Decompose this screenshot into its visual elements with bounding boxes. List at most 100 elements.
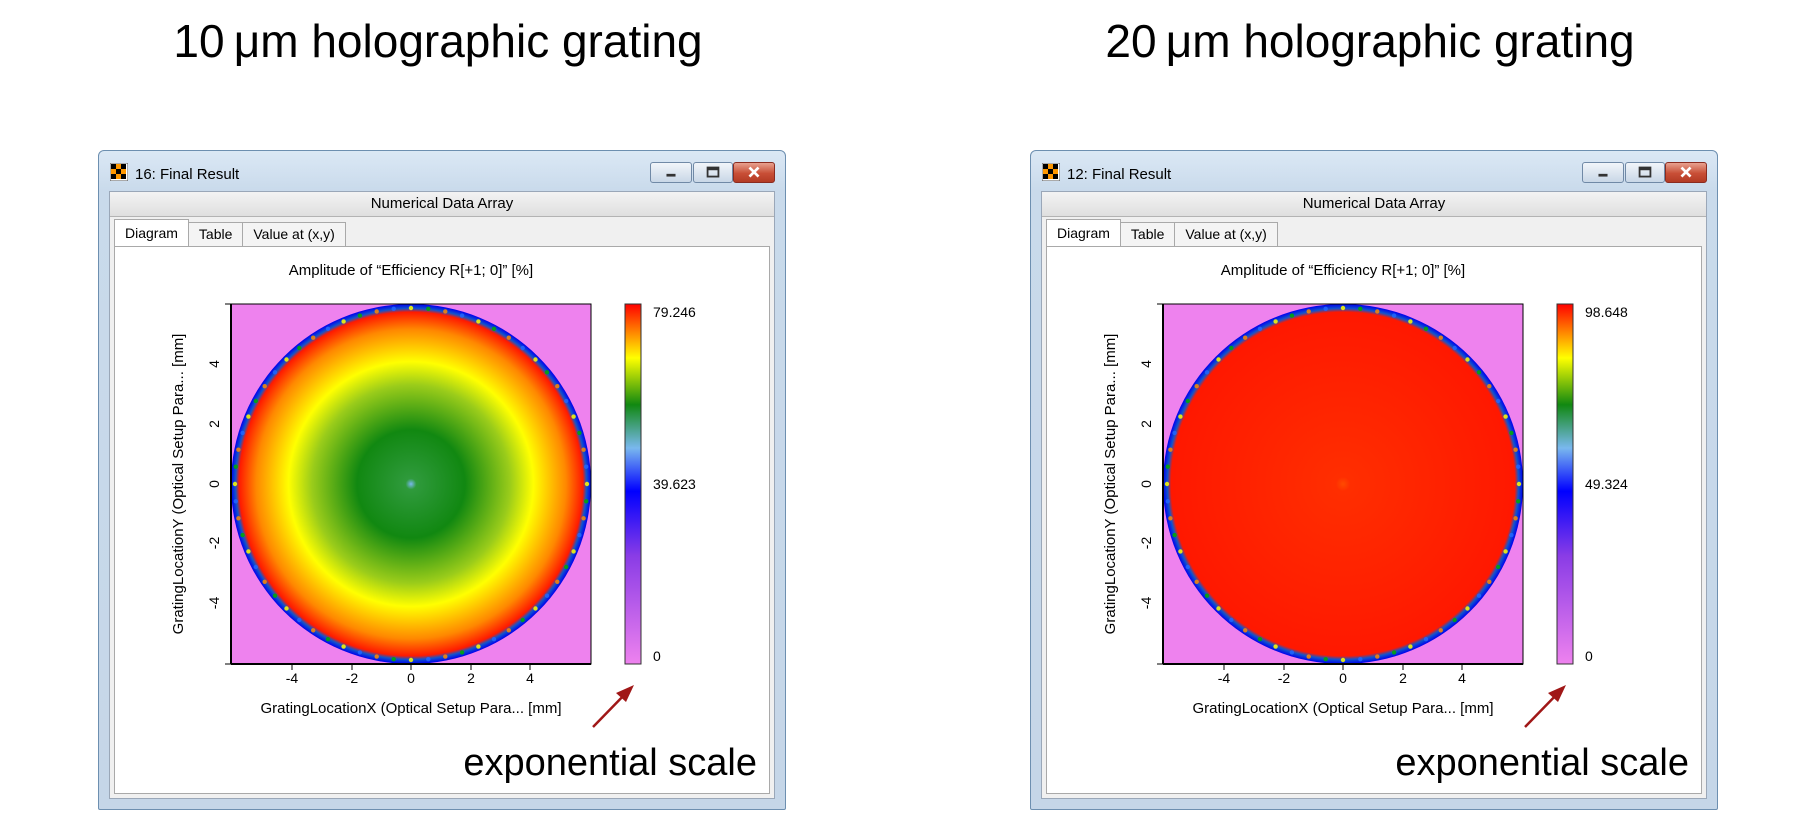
rim-ripple bbox=[1306, 309, 1311, 314]
rim-ripple bbox=[1391, 313, 1397, 318]
y-tick-label: -2 bbox=[1138, 537, 1154, 550]
final-result-app-icon bbox=[1042, 163, 1060, 181]
x-axis-right: -4 -2 0 2 4 GratingLocationX (Optical Se… bbox=[1163, 663, 1523, 717]
rim-ripple bbox=[1168, 447, 1173, 452]
rim-ripple bbox=[476, 644, 481, 649]
arrowhead-right bbox=[1548, 685, 1566, 702]
rim-ripple bbox=[476, 319, 481, 324]
rim-ripple bbox=[571, 414, 576, 419]
tab-table-left[interactable]: Table bbox=[187, 222, 244, 246]
rim-ripple bbox=[1423, 637, 1429, 642]
tab-value-at-right[interactable]: Value at (x,y) bbox=[1174, 222, 1278, 246]
y-axis-label: GratingLocationY (Optical Setup Para... … bbox=[1102, 334, 1119, 635]
x-axis-label: GratingLocationX (Optical Setup Para... … bbox=[261, 700, 562, 717]
tab-diagram-left[interactable]: Diagram bbox=[114, 219, 189, 246]
maximize-button-right[interactable] bbox=[1625, 162, 1665, 183]
rim-ripple bbox=[1509, 430, 1514, 436]
x-axis-left: -4 -2 0 2 4 GratingLocationX (Optical Se… bbox=[231, 663, 591, 717]
window-title-right: 12: Final Result bbox=[1067, 166, 1172, 183]
rim-ripple bbox=[246, 414, 251, 419]
rim-ripple bbox=[284, 606, 289, 611]
rim-ripple bbox=[520, 617, 525, 623]
tab-value-at-left[interactable]: Value at (x,y) bbox=[242, 222, 346, 246]
diagram-left: Amplitude of “Efficiency R[+1; 0]” [%] -… bbox=[170, 262, 696, 728]
rim-ripple bbox=[1323, 306, 1328, 311]
rim-ripple bbox=[1408, 319, 1413, 324]
rim-ripple bbox=[1452, 617, 1457, 623]
rim-ripple bbox=[1358, 657, 1363, 662]
colorbar-min-label: 0 bbox=[653, 648, 661, 664]
rim-ripple bbox=[1172, 532, 1177, 538]
maximize-button-left[interactable] bbox=[693, 162, 733, 183]
titlebar-left[interactable]: 16: Final Result bbox=[99, 151, 785, 183]
rim-ripple bbox=[236, 516, 241, 521]
rim-ripple bbox=[1452, 345, 1457, 351]
rim-ripple bbox=[246, 549, 251, 554]
rim-ripple bbox=[1375, 309, 1380, 314]
rim-ripple bbox=[584, 481, 590, 487]
colorbar-mid-label: 39.623 bbox=[653, 476, 696, 492]
diagram-right: Amplitude of “Efficiency R[+1; 0]” [%] -… bbox=[1102, 262, 1628, 728]
close-button-left[interactable] bbox=[733, 162, 775, 183]
x-tick-label: 2 bbox=[1399, 670, 1407, 686]
window-right: 12: Final Result Numerical Data Array Di… bbox=[1030, 150, 1718, 810]
x-tick-label: -4 bbox=[286, 670, 299, 686]
rim-ripple bbox=[533, 606, 538, 611]
minimize-button-left[interactable] bbox=[650, 162, 692, 183]
y-tick-label: 2 bbox=[1138, 420, 1154, 428]
rim-ripple bbox=[233, 464, 238, 469]
x-tick-label: 4 bbox=[526, 670, 534, 686]
rim-ripple bbox=[1513, 516, 1518, 521]
rim-ripple bbox=[1165, 464, 1170, 469]
rim-ripple bbox=[1194, 384, 1199, 389]
x-tick-label: 4 bbox=[1458, 670, 1466, 686]
rim-ripple bbox=[1391, 650, 1397, 655]
rim-ripple bbox=[426, 306, 431, 311]
rim-ripple bbox=[1408, 644, 1413, 649]
close-icon bbox=[1680, 166, 1692, 178]
rim-ripple bbox=[1257, 637, 1263, 642]
annotation-exponential-scale-right: exponential scale bbox=[1395, 742, 1689, 784]
rim-ripple bbox=[1358, 306, 1363, 311]
rim-ripple bbox=[1465, 357, 1470, 362]
minimize-button-right[interactable] bbox=[1582, 162, 1624, 183]
y-axis-label: GratingLocationY (Optical Setup Para... … bbox=[170, 334, 187, 635]
rim-ripple bbox=[1423, 326, 1429, 331]
minimize-icon bbox=[1598, 173, 1608, 177]
titlebar-right[interactable]: 12: Final Result bbox=[1031, 151, 1717, 183]
tab-bar-left: Diagram Table Value at (x,y) bbox=[114, 219, 346, 246]
rim-ripple bbox=[1465, 606, 1470, 611]
annotation-exponential-scale-left: exponential scale bbox=[463, 742, 757, 784]
rim-ripple bbox=[1273, 644, 1278, 649]
rim-ripple bbox=[374, 654, 379, 659]
rim-ripple bbox=[1496, 564, 1501, 570]
rim-ripple bbox=[581, 447, 586, 452]
rim-ripple bbox=[253, 398, 258, 404]
rim-ripple bbox=[357, 650, 363, 655]
minimize-icon bbox=[666, 173, 676, 177]
rim-ripple bbox=[1438, 335, 1443, 340]
rim-ripple bbox=[459, 650, 465, 655]
close-button-right[interactable] bbox=[1665, 162, 1707, 183]
rim-ripple bbox=[1185, 398, 1190, 404]
rim-ripple bbox=[506, 628, 511, 633]
diagram-panel-left: Amplitude of “Efficiency R[+1; 0]” [%] -… bbox=[114, 246, 770, 794]
rim-ripple bbox=[325, 637, 331, 642]
subheader-left: Numerical Data Array bbox=[110, 192, 774, 217]
rim-ripple bbox=[272, 593, 278, 598]
colorbar-max-label: 98.648 bbox=[1585, 304, 1628, 320]
rim-ripple bbox=[1257, 326, 1263, 331]
colorbar-left: 79.246 39.623 0 bbox=[624, 303, 696, 665]
rim-ripple bbox=[233, 499, 238, 504]
rim-ripple bbox=[1513, 447, 1518, 452]
rim-ripple bbox=[1273, 319, 1278, 324]
rim-ripple bbox=[1229, 617, 1234, 623]
tab-diagram-right[interactable]: Diagram bbox=[1046, 219, 1121, 246]
rim-ripple bbox=[555, 384, 560, 389]
tab-table-right[interactable]: Table bbox=[1119, 222, 1176, 246]
plot-title-right: Amplitude of “Efficiency R[+1; 0]” [%] bbox=[1221, 262, 1465, 279]
rim-ripple bbox=[1306, 654, 1311, 659]
rim-ripple bbox=[1476, 370, 1482, 375]
rim-ripple bbox=[374, 309, 379, 314]
rim-ripple bbox=[297, 345, 302, 351]
